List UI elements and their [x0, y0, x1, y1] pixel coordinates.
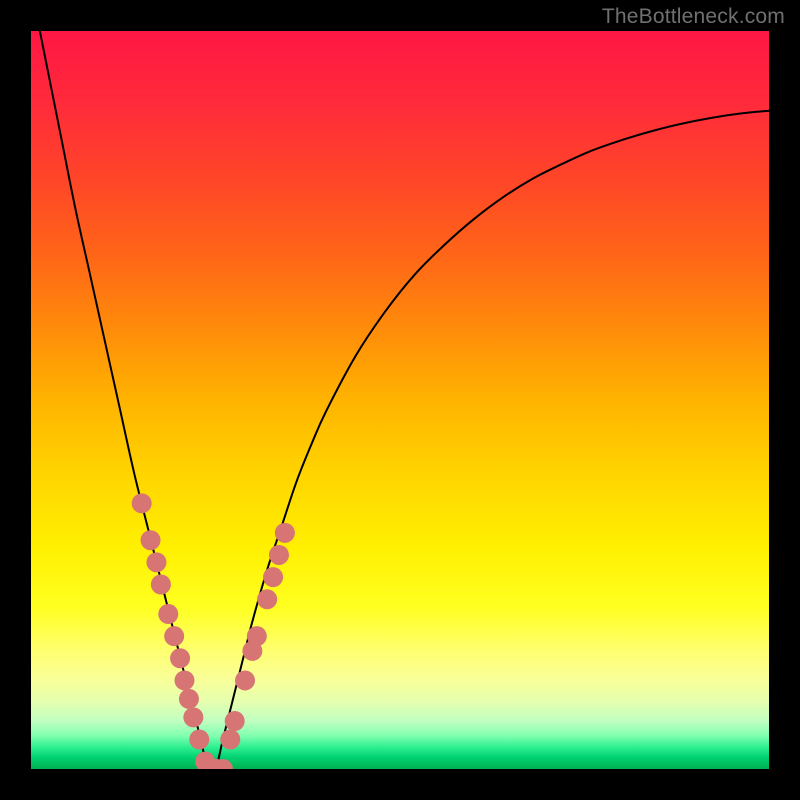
curve-marker [257, 589, 277, 609]
chart-background-gradient [31, 31, 769, 769]
curve-marker [158, 604, 178, 624]
curve-marker [151, 575, 171, 595]
curve-marker [275, 523, 295, 543]
curve-marker [220, 729, 240, 749]
chart-plot-area [31, 31, 769, 769]
curve-marker [170, 648, 190, 668]
chart-svg [31, 31, 769, 769]
curve-marker [225, 711, 245, 731]
chart-frame: TheBottleneck.com [0, 0, 800, 800]
curve-marker [141, 530, 161, 550]
curve-marker [235, 670, 255, 690]
curve-marker [132, 493, 152, 513]
curve-marker [179, 689, 199, 709]
watermark-text: TheBottleneck.com [602, 5, 785, 29]
curve-marker [269, 545, 289, 565]
curve-marker [263, 567, 283, 587]
curve-marker [175, 670, 195, 690]
curve-marker [247, 626, 267, 646]
curve-marker [189, 729, 209, 749]
curve-marker [146, 552, 166, 572]
curve-marker [164, 626, 184, 646]
curve-marker [183, 707, 203, 727]
